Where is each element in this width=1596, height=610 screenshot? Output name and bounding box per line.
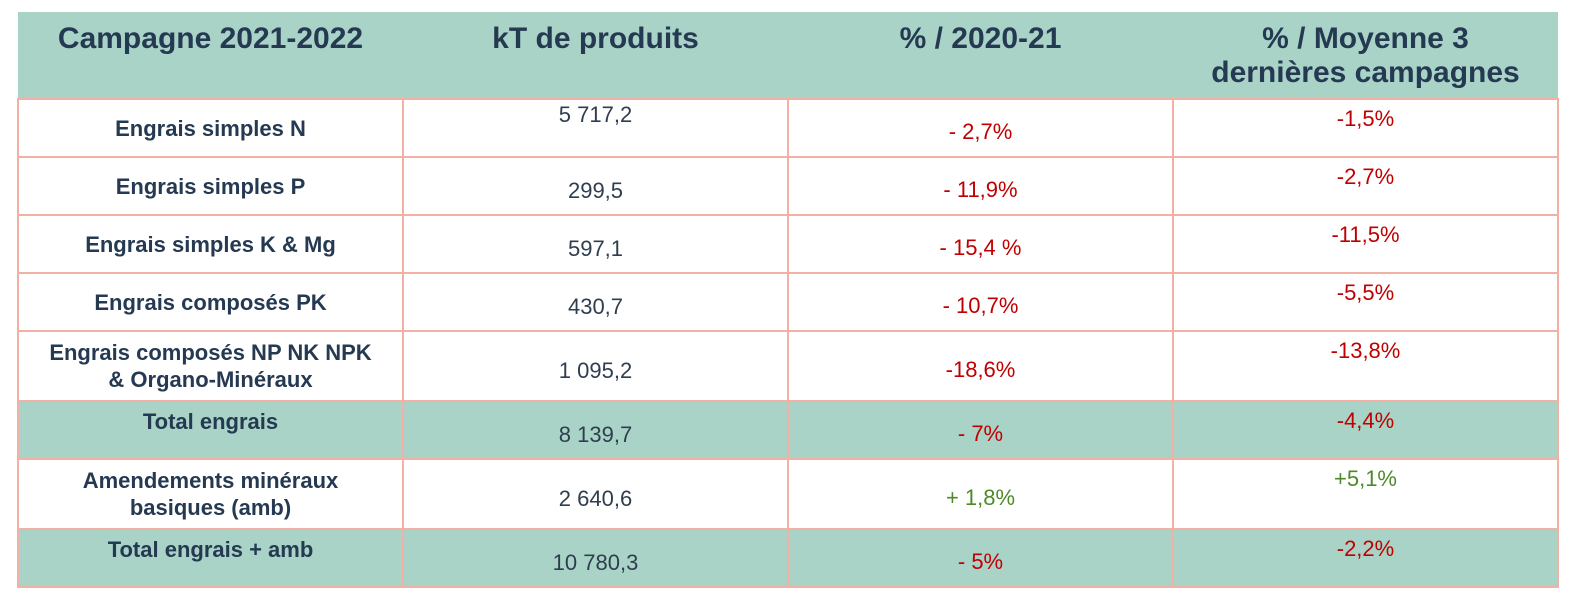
row-pct-avg: -2,7% [1172,156,1559,216]
row-pct-prev: - 15,4 % [787,214,1174,274]
row-label: Engrais composés PK [17,272,404,332]
row-pct-avg: -1,5% [1172,98,1559,158]
row-label-line1: Amendements minéraux [82,468,339,493]
row-label: Engrais simples P [17,156,404,216]
row-pct-prev: - 2,7% [787,98,1174,158]
row-label: Engrais simples N [17,98,404,158]
row-pct-prev: - 11,9% [787,156,1174,216]
header-kt: kT de produits [403,12,788,100]
row-pct-avg: -13,8% [1172,330,1559,402]
row-label: Engrais simples K & Mg [17,214,404,274]
row-kt: 5 717,2 [402,98,789,158]
header-pct-avg-line1: % / Moyenne 3 [1262,22,1469,55]
table-row: Amendements minéraux basiques (amb) 2 64… [17,458,1559,530]
row-label: Amendements minéraux basiques (amb) [17,458,404,530]
table-row: Engrais composés NP NK NPK & Organo-Miné… [17,330,1559,402]
row-pct-prev: - 7% [787,400,1174,460]
row-label-line1: Total engrais [142,409,279,434]
row-label-line1: Engrais composés PK [94,289,327,315]
table-row-total: Total engrais + amb 10 780,3 - 5% -2,2% [17,528,1559,588]
row-kt: 430,7 [402,272,789,332]
table-row: Engrais simples K & Mg 597,1 - 15,4 % -1… [17,214,1559,274]
row-kt: 1 095,2 [402,330,789,402]
row-label: Total engrais + amb [17,528,404,588]
row-kt: 8 139,7 [402,400,789,460]
table-row-total: Total engrais 8 139,7 - 7% -4,4% [17,400,1559,460]
table-row: Engrais composés PK 430,7 - 10,7% -5,5% [17,272,1559,332]
row-label-line1: Engrais simples K & Mg [85,231,336,257]
row-pct-avg: -4,4% [1172,400,1559,460]
row-pct-prev: -18,6% [787,330,1174,402]
row-kt: 299,5 [402,156,789,216]
row-pct-prev: - 10,7% [787,272,1174,332]
row-pct-avg: -2,2% [1172,528,1559,588]
header-campaign: Campagne 2021-2022 [18,12,403,100]
row-label-line2: & Organo-Minéraux [108,367,313,392]
row-pct-prev: + 1,8% [787,458,1174,530]
table-header-row: Campagne 2021-2022 kT de produits % / 20… [18,12,1558,100]
table-row: Engrais simples N 5 717,2 - 2,7% -1,5% [17,98,1559,158]
header-pct-avg-line2: dernières campagnes [1211,56,1520,89]
row-label-line2: basiques (amb) [129,495,292,520]
row-label-line1: Engrais simples N [115,115,306,141]
row-kt: 597,1 [402,214,789,274]
row-pct-avg: +5,1% [1172,458,1559,530]
row-kt: 10 780,3 [402,528,789,588]
row-label-line1: Engrais simples P [115,173,306,199]
row-label: Engrais composés NP NK NPK & Organo-Miné… [17,330,404,402]
fertilizer-table-container: Campagne 2021-2022 kT de produits % / 20… [17,12,1559,588]
row-label-line1: Engrais composés NP NK NPK [49,340,372,365]
header-pct-avg: % / Moyenne 3 dernières campagnes [1173,12,1558,100]
row-label: Total engrais [17,400,404,460]
table-row: Engrais simples P 299,5 - 11,9% -2,7% [17,156,1559,216]
row-pct-avg: -11,5% [1172,214,1559,274]
row-kt: 2 640,6 [402,458,789,530]
row-pct-prev: - 5% [787,528,1174,588]
row-pct-avg: -5,5% [1172,272,1559,332]
fertilizer-table: Campagne 2021-2022 kT de produits % / 20… [17,12,1559,588]
header-pct-prev: % / 2020-21 [788,12,1173,100]
row-label-line1: Total engrais + amb [107,537,314,562]
